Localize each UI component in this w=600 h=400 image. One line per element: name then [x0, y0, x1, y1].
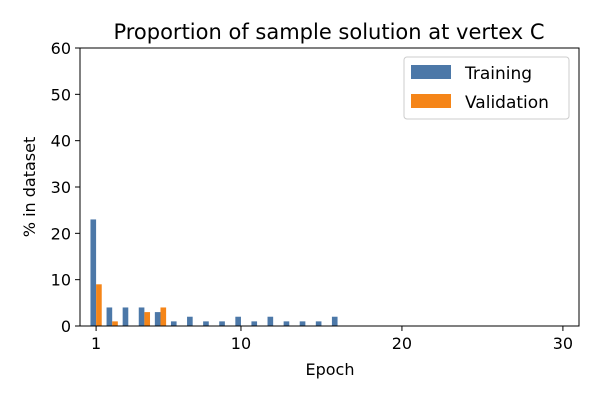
bar-training-epoch-5	[154, 312, 161, 326]
bar-training-epoch-13	[283, 321, 290, 326]
bar-training-epoch-9	[219, 321, 225, 326]
bar-training-epoch-16	[331, 316, 338, 326]
bars	[90, 219, 338, 326]
plot-frame	[79, 47, 580, 327]
legend: Training Validation	[403, 56, 570, 120]
bar-training-epoch-7	[187, 316, 193, 326]
y-tick-label: 10	[51, 271, 71, 290]
x-axis-ticks: 1 10 20 30	[91, 326, 573, 353]
bar-training-epoch-6	[170, 321, 177, 326]
x-tick-label: 1	[91, 334, 101, 353]
y-axis-ticks: 0 10 20 30 40 50 60	[51, 39, 80, 336]
legend-label-validation: Validation	[465, 93, 549, 113]
bar-training-epoch-4	[138, 307, 145, 326]
chart-title: Proportion of sample solution at vertex …	[113, 20, 544, 44]
bar-training-epoch-12	[267, 316, 274, 326]
bar-validation-epoch-2	[112, 321, 118, 326]
y-tick-label: 0	[61, 317, 71, 336]
bar-training-epoch-3	[122, 307, 129, 326]
bar-validation-epoch-1	[96, 284, 102, 326]
y-tick-label: 30	[51, 178, 71, 197]
bar-training-epoch-11	[251, 321, 258, 326]
bar-validation-epoch-4	[144, 312, 151, 326]
legend-swatch-training	[411, 65, 451, 79]
bar-training-epoch-10	[235, 316, 241, 326]
legend-swatch-validation	[411, 94, 451, 108]
bar-training-epoch-14	[299, 321, 306, 326]
y-tick-label: 20	[51, 224, 71, 243]
bar-training-epoch-1	[90, 219, 97, 326]
bar-training-epoch-8	[203, 321, 209, 326]
x-tick-label: 30	[553, 334, 573, 353]
y-tick-label: 50	[51, 85, 71, 104]
x-tick-label: 20	[392, 334, 412, 353]
bar-training-epoch-15	[315, 321, 322, 326]
x-tick-label: 10	[231, 334, 251, 353]
y-axis-label: % in dataset	[20, 137, 39, 237]
legend-label-training: Training	[464, 64, 532, 84]
bar-validation-epoch-5	[160, 307, 167, 326]
bar-training-epoch-2	[106, 307, 113, 326]
y-tick-label: 40	[51, 132, 71, 151]
y-tick-label: 60	[51, 39, 71, 58]
x-axis-label: Epoch	[306, 360, 355, 379]
